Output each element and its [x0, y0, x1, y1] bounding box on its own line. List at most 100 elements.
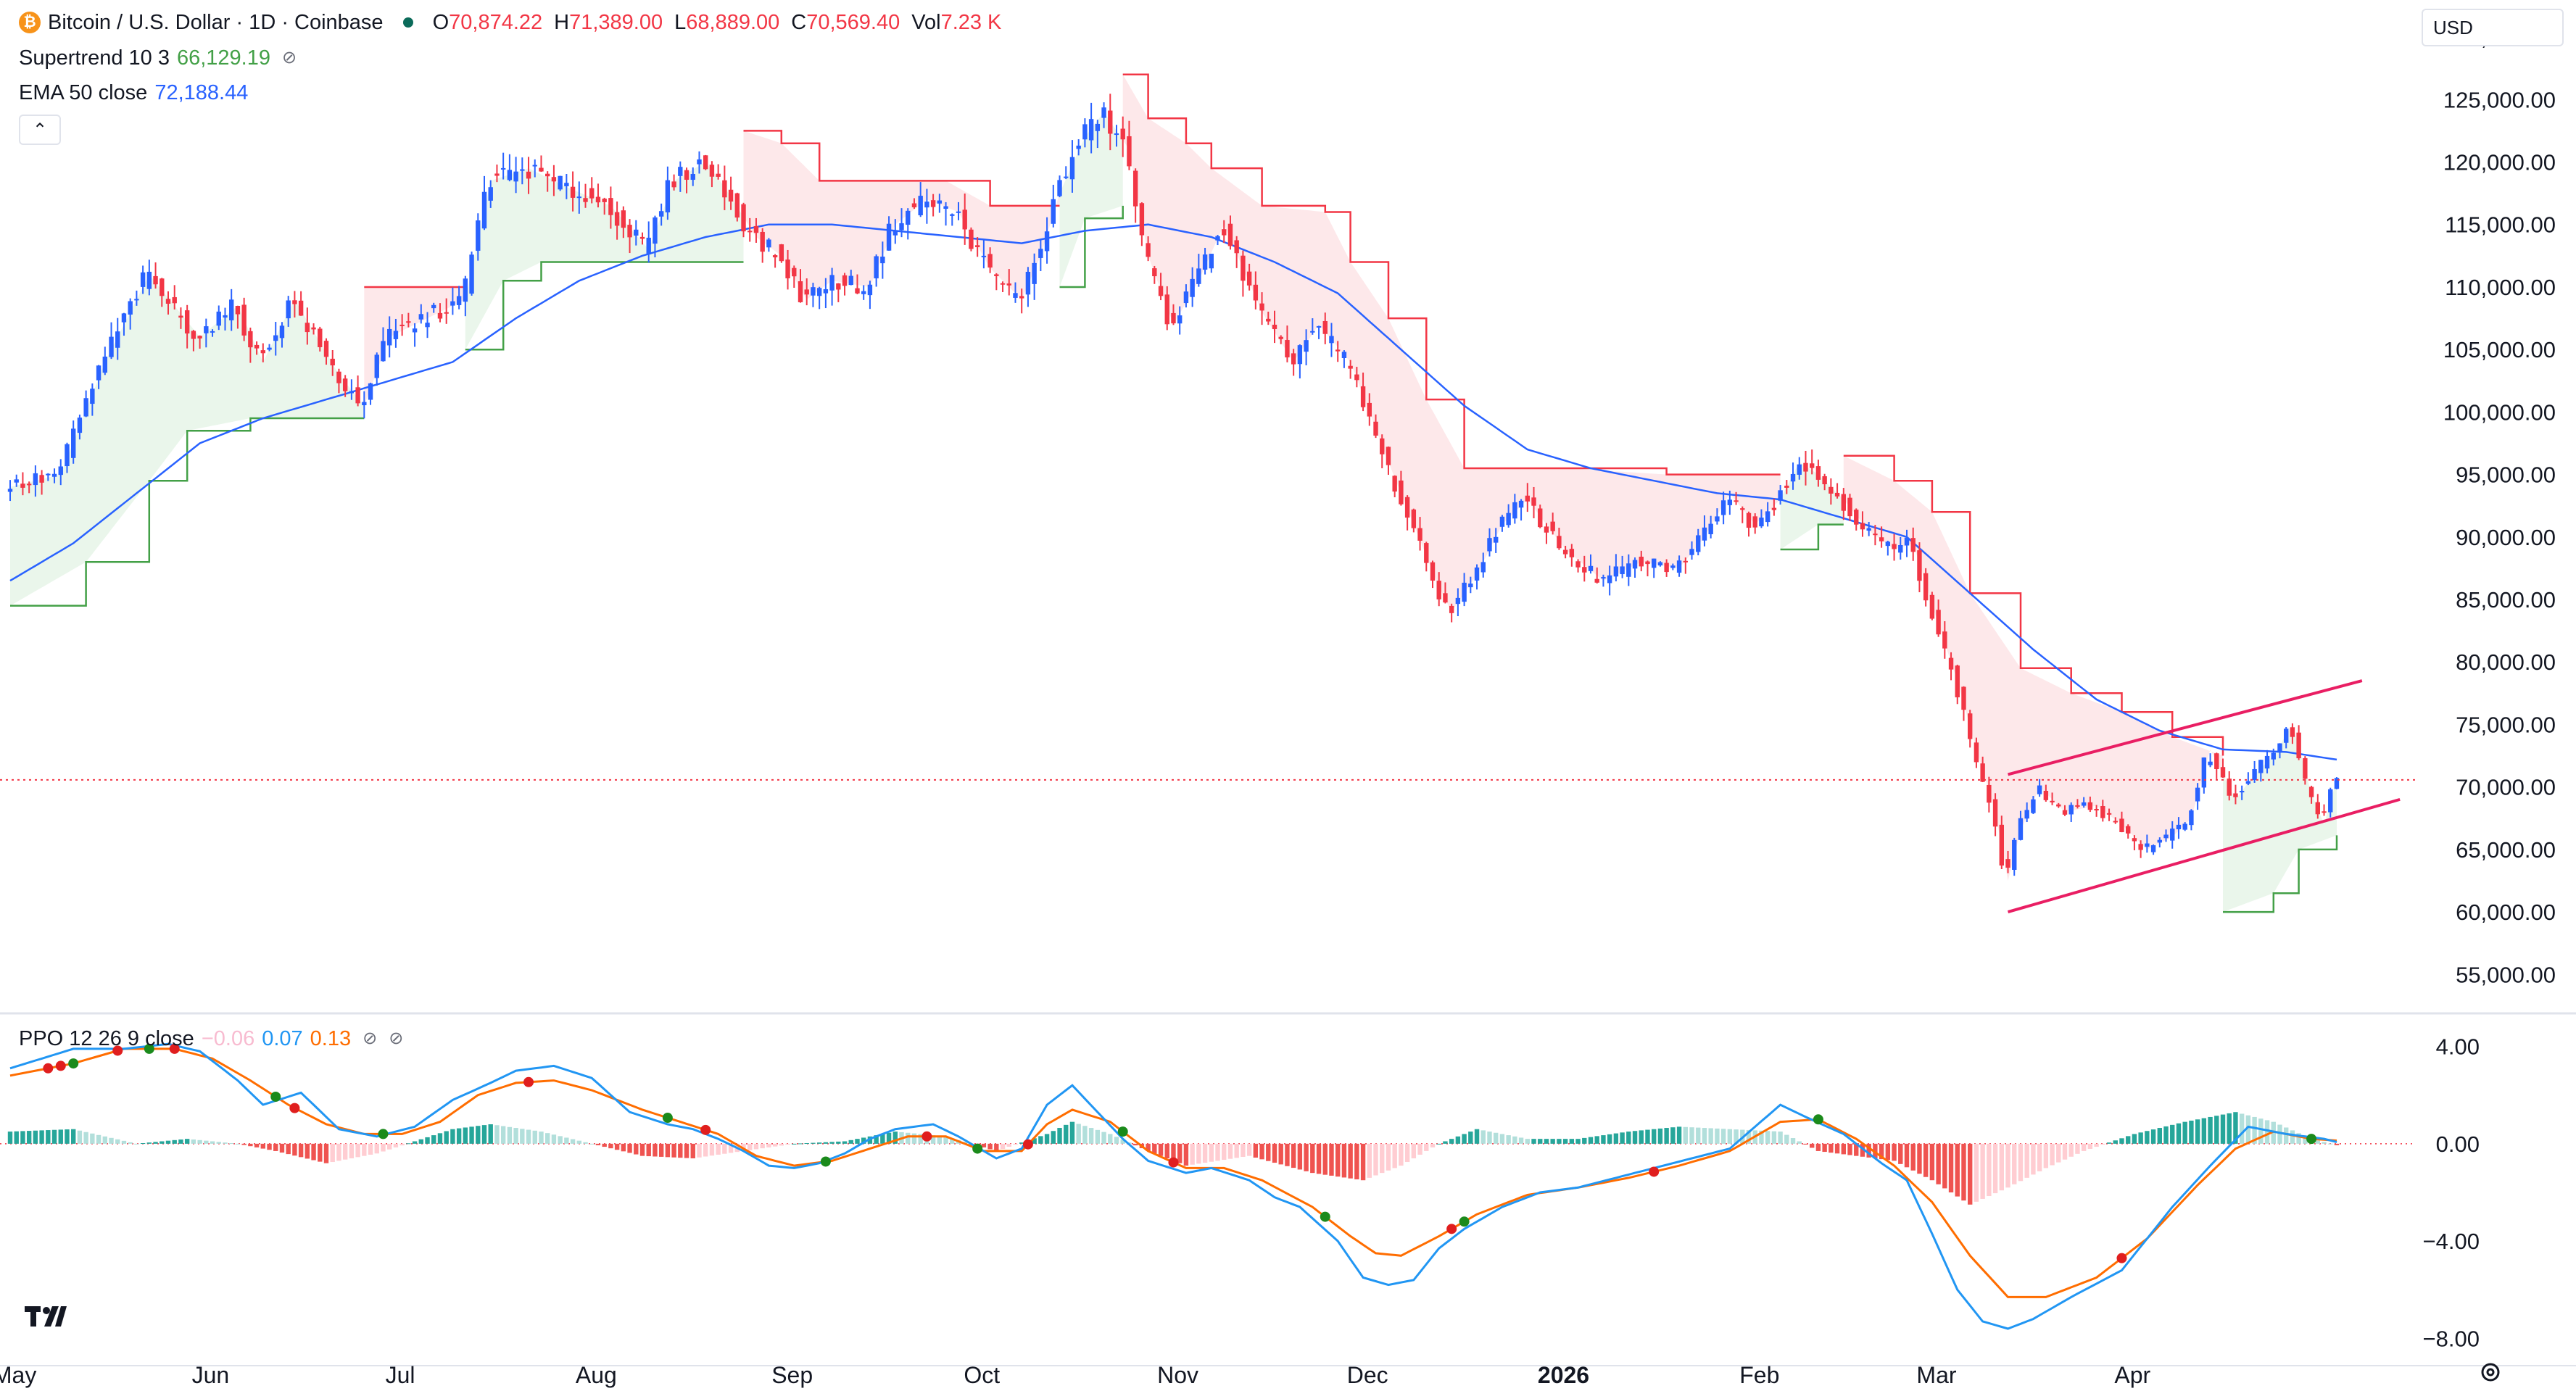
candle-body — [20, 483, 25, 488]
candle-body — [83, 398, 88, 417]
ppo-histogram-bar — [1417, 1143, 1422, 1155]
visibility-off-icon[interactable]: ⊘ — [363, 1029, 378, 1048]
ppo-histogram-bar — [2239, 1113, 2245, 1144]
candle-body — [286, 300, 291, 319]
candle-body — [1702, 527, 1707, 541]
ppo-bearish-cross-marker — [1168, 1157, 1179, 1168]
candle-body — [823, 288, 829, 294]
candle-body — [2094, 809, 2099, 811]
ppo-histogram-bar — [2157, 1128, 2162, 1144]
ppo-histogram-bar — [1019, 1142, 1024, 1144]
ppo-histogram-bar — [583, 1142, 588, 1144]
ppo-histogram-bar — [1657, 1128, 1663, 1144]
ppo-histogram-bar — [254, 1143, 260, 1147]
candle-body — [1051, 199, 1056, 224]
ppo-histogram-bar — [431, 1135, 436, 1144]
ppo-histogram-bar — [2334, 1143, 2340, 1145]
time-axis-label: Sep — [771, 1362, 813, 1388]
visibility-off-icon[interactable]: ⊘ — [282, 48, 297, 67]
candle-body — [381, 341, 386, 362]
ppo-histogram-bar — [513, 1128, 518, 1144]
candle-body — [2315, 802, 2320, 815]
ppo-histogram-bar — [2050, 1143, 2055, 1166]
candle-body — [311, 327, 316, 330]
candle-body — [614, 212, 620, 226]
candle-body — [46, 473, 51, 476]
candle-body — [1430, 562, 1436, 581]
ppo-histogram-bar — [204, 1140, 209, 1144]
ppo-histogram-bar — [1879, 1143, 1884, 1160]
candle-body — [1443, 593, 1448, 603]
ppo-histogram-bar — [1183, 1143, 1189, 1166]
candle-body — [1968, 713, 1973, 739]
candle-body — [918, 196, 923, 215]
collapse-legend-button[interactable]: ⌃ — [19, 115, 61, 145]
ppo-histogram-bar — [418, 1139, 423, 1144]
price-axis-label: 105,000.00 — [2443, 337, 2556, 362]
candle-body — [1620, 566, 1625, 575]
candle-body — [2308, 786, 2314, 797]
candle-body — [1936, 610, 1941, 635]
ppo-histogram-bar — [1108, 1134, 1113, 1144]
candle-body — [2150, 845, 2156, 852]
ppo-histogram-bar — [671, 1143, 676, 1158]
ppo-histogram-bar — [1329, 1143, 1334, 1176]
ppo-legend[interactable]: PPO 12 26 9 close −0.06 0.07 0.13 ⊘ ⊘ — [19, 1026, 403, 1051]
candle-body — [1006, 283, 1011, 286]
candle-body — [1557, 536, 1562, 549]
candle-body — [848, 275, 853, 286]
candle-body — [1404, 497, 1410, 518]
ppo-histogram-bar — [1626, 1132, 1631, 1144]
ppo-histogram-bar — [216, 1142, 221, 1144]
ema-legend[interactable]: EMA 50 close 72,188.44 — [19, 80, 248, 105]
ppo-histogram-bar — [589, 1143, 595, 1145]
candle-body — [2163, 834, 2169, 839]
candle-body — [772, 255, 778, 258]
ppo-histogram-bar — [1076, 1124, 1081, 1144]
ppo-histogram-bar — [1803, 1143, 1808, 1145]
ppo-histogram-bar — [14, 1131, 19, 1144]
ppo-histogram-bar — [1430, 1143, 1436, 1147]
ppo-histogram-bar — [558, 1136, 563, 1144]
visibility-off-icon[interactable]: ⊘ — [389, 1029, 404, 1048]
ppo-histogram-bar — [1051, 1131, 1056, 1144]
gear-icon[interactable] — [2478, 1360, 2503, 1385]
candle-body — [1127, 136, 1132, 167]
candle-body — [305, 323, 310, 333]
ppo-histogram-bar — [709, 1143, 715, 1156]
candle-body — [1822, 476, 1827, 485]
candle-body — [2176, 824, 2182, 830]
candle-body — [488, 187, 493, 201]
supertrend-line — [1780, 523, 1844, 551]
ppo-histogram-bar — [1380, 1143, 1385, 1174]
candle-body — [1360, 386, 1366, 407]
ppo-histogram-bar — [1373, 1143, 1378, 1176]
supertrend-legend[interactable]: Supertrend 10 3 66,129.19 ⊘ — [19, 46, 297, 70]
candle-body — [1209, 254, 1214, 269]
ppo-histogram-bar — [1322, 1143, 1328, 1175]
currency-select[interactable]: USD — [2422, 9, 2564, 46]
ppo-histogram-bar — [1253, 1143, 1259, 1158]
ppo-bearish-cross-marker — [1022, 1139, 1033, 1150]
time-axis-label: Oct — [964, 1362, 1000, 1388]
candle-body — [355, 387, 360, 404]
market-status-icon[interactable] — [397, 11, 420, 34]
candle-body — [906, 210, 911, 225]
candle-body — [1676, 560, 1682, 573]
candle-body — [1955, 665, 1960, 698]
candle-body — [595, 196, 601, 203]
ppo-histogram-bar — [1810, 1143, 1815, 1148]
candle-body — [1910, 538, 1916, 552]
candle-body — [1987, 784, 1992, 803]
ppo-histogram-bar — [374, 1143, 379, 1154]
ppo-bearish-cross-marker — [2116, 1253, 2127, 1263]
ppo-histogram-bar — [77, 1130, 83, 1144]
tradingview-logo-icon[interactable] — [25, 1305, 68, 1329]
ppo-histogram-bar — [1771, 1131, 1777, 1144]
symbol-title[interactable]: Bitcoin / U.S. Dollar · 1D · Coinbase — [48, 11, 384, 34]
ppo-histogram-bar — [412, 1141, 418, 1144]
ppo-line — [9, 1042, 2337, 1330]
candle-body — [1057, 180, 1062, 196]
ppo-histogram-bar — [2252, 1116, 2257, 1144]
